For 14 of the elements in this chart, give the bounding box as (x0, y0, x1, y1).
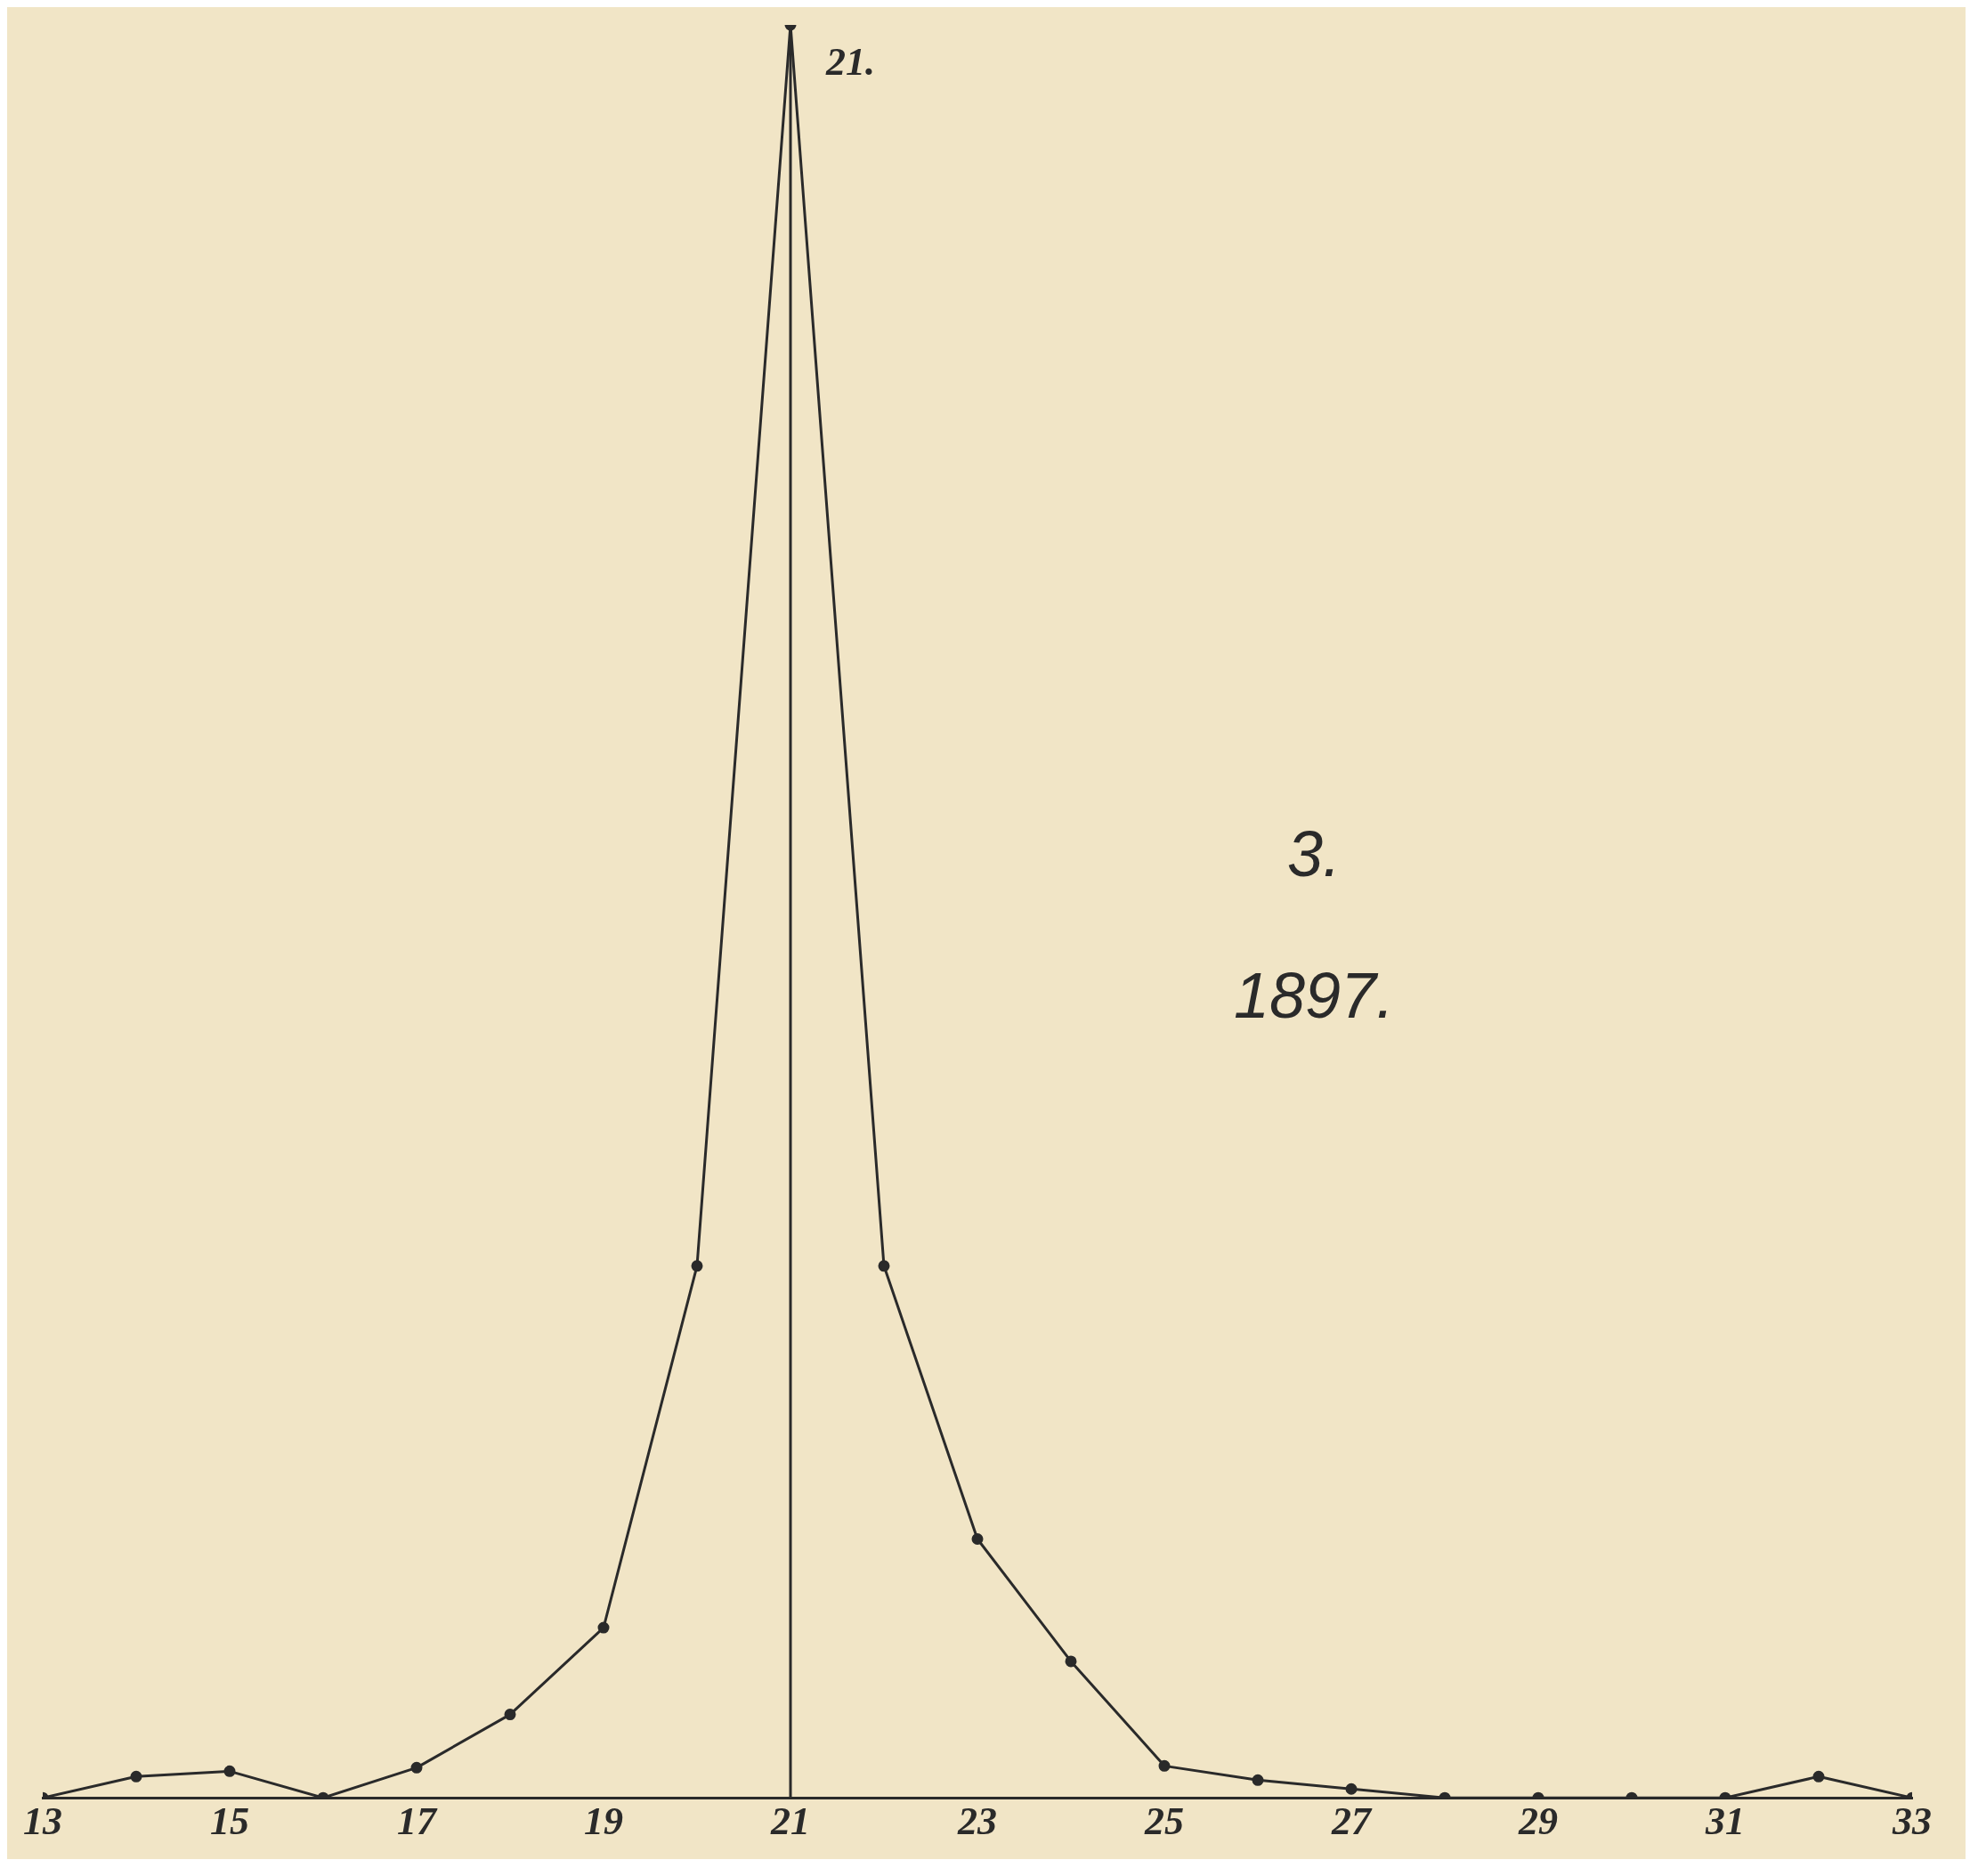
x-tick-label: 23 (957, 1799, 997, 1843)
x-tick-label: 17 (397, 1799, 438, 1843)
x-tick-label: 33 (1892, 1799, 1932, 1843)
x-tick-label: 19 (584, 1799, 623, 1843)
text: 1897. (1233, 960, 1395, 1032)
x-tick-label: 21 (770, 1799, 810, 1843)
text: 3. (1286, 817, 1342, 889)
x-tick-label: 25 (1144, 1799, 1184, 1843)
x-tick-label: 27 (1331, 1799, 1373, 1843)
ref-line-label: 21. (825, 40, 875, 85)
x-tick-label: 15 (210, 1799, 249, 1843)
x-tick-label: 31 (1705, 1799, 1745, 1843)
x-tick-label: 13 (23, 1799, 62, 1843)
x-tick-label: 29 (1518, 1799, 1558, 1843)
